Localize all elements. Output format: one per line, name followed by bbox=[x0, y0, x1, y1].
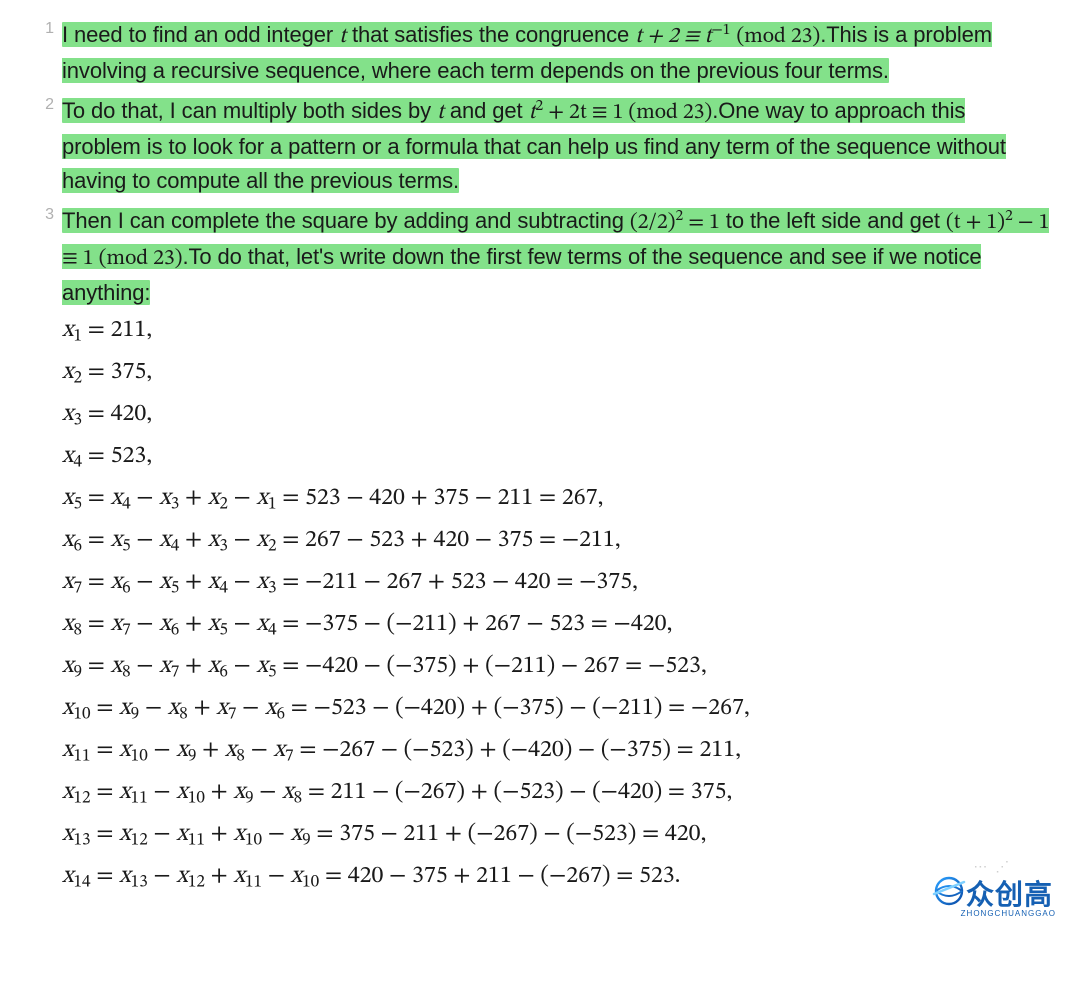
step-1: 1 I need to find an odd integer t that s… bbox=[62, 18, 1050, 88]
page: 1 I need to find an odd integer t that s… bbox=[0, 0, 1080, 932]
logo-text: 众创高 bbox=[966, 873, 1053, 913]
step-2: 2 To do that, I can multiply both sides … bbox=[62, 94, 1050, 198]
step-number-2: 2 bbox=[26, 96, 54, 114]
math-sup-2b: 2 bbox=[675, 208, 683, 224]
step-2-mid: and get bbox=[444, 98, 529, 123]
math-cong1a: t + 2 ≡ t bbox=[635, 26, 711, 48]
step-number-3: 3 bbox=[26, 206, 54, 224]
math-sup-2a: 2 bbox=[535, 98, 543, 114]
equation-row: x8 = x7 − x6 + x5 − x4 = −375 − (−211) +… bbox=[62, 604, 1050, 644]
equation-row: x1 = 211, bbox=[62, 310, 1050, 350]
step-3-highlight: Then I can complete the square by adding… bbox=[62, 208, 1049, 305]
equation-row: x5 = x4 − x3 + x2 − x1 = 523 − 420 + 375… bbox=[62, 478, 1050, 518]
watermark-logo: ⋯ ⋰ 众创高 ZHONGCHUANGGAO bbox=[929, 858, 1056, 918]
math-t-1: t bbox=[339, 26, 346, 48]
math-cong1b: (mod 23) bbox=[736, 26, 820, 48]
math-cong2b: + 2t ≡ 1 (mod 23) bbox=[543, 102, 712, 124]
equation-row: x12 = x11 − x10 + x9 − x8 = 211 − (−267)… bbox=[62, 772, 1050, 812]
step-3-pre: Then I can complete the square by adding… bbox=[62, 208, 630, 233]
math-cong3a: (t + 1) bbox=[946, 212, 1005, 234]
equation-row: x13 = x12 − x11 + x10 − x9 = 375 − 211 +… bbox=[62, 814, 1050, 854]
step-1-mid: that satisfies the congruence bbox=[346, 22, 635, 47]
step-text-3: Then I can complete the square by adding… bbox=[62, 204, 1050, 310]
step-text-2: To do that, I can multiply both sides by… bbox=[62, 94, 1050, 198]
equation-row: x14 = x13 − x12 + x11 − x10 = 420 − 375 … bbox=[62, 856, 1050, 896]
equations-block: x1 = 211,x2 = 375,x3 = 420,x4 = 523,x5 =… bbox=[62, 310, 1050, 896]
math-sup-neg1: −1 bbox=[711, 22, 730, 38]
equation-row: x4 = 523, bbox=[62, 436, 1050, 476]
math-sup-2c: 2 bbox=[1005, 208, 1013, 224]
equation-row: x3 = 420, bbox=[62, 394, 1050, 434]
math-sqeq: = 1 bbox=[683, 212, 720, 234]
equation-row: x11 = x10 − x9 + x8 − x7 = −267 − (−523)… bbox=[62, 730, 1050, 770]
equation-row: x9 = x8 − x7 + x6 − x5 = −420 − (−375) +… bbox=[62, 646, 1050, 686]
step-2-highlight: To do that, I can multiply both sides by… bbox=[62, 98, 1006, 193]
step-3: 3 Then I can complete the square by addi… bbox=[62, 204, 1050, 896]
equation-row: x7 = x6 − x5 + x4 − x3 = −211 − 267 + 52… bbox=[62, 562, 1050, 602]
math-sq: (2/2) bbox=[630, 212, 675, 234]
equation-row: x6 = x5 − x4 + x3 − x2 = 267 − 523 + 420… bbox=[62, 520, 1050, 560]
globe-icon bbox=[932, 874, 966, 913]
step-1-pre: I need to find an odd integer bbox=[62, 22, 339, 47]
equation-row: x10 = x9 − x8 + x7 − x6 = −523 − (−420) … bbox=[62, 688, 1050, 728]
step-3-tail: .To do that, let's write down the first … bbox=[62, 244, 981, 305]
step-1-highlight: I need to find an odd integer t that sat… bbox=[62, 22, 992, 83]
math-t-2: t bbox=[437, 102, 444, 124]
step-2-pre: To do that, I can multiply both sides by bbox=[62, 98, 437, 123]
step-number-1: 1 bbox=[26, 20, 54, 38]
equation-row: x2 = 375, bbox=[62, 352, 1050, 392]
step-text-1: I need to find an odd integer t that sat… bbox=[62, 18, 1050, 88]
step-3-mid: to the left side and get bbox=[720, 208, 946, 233]
